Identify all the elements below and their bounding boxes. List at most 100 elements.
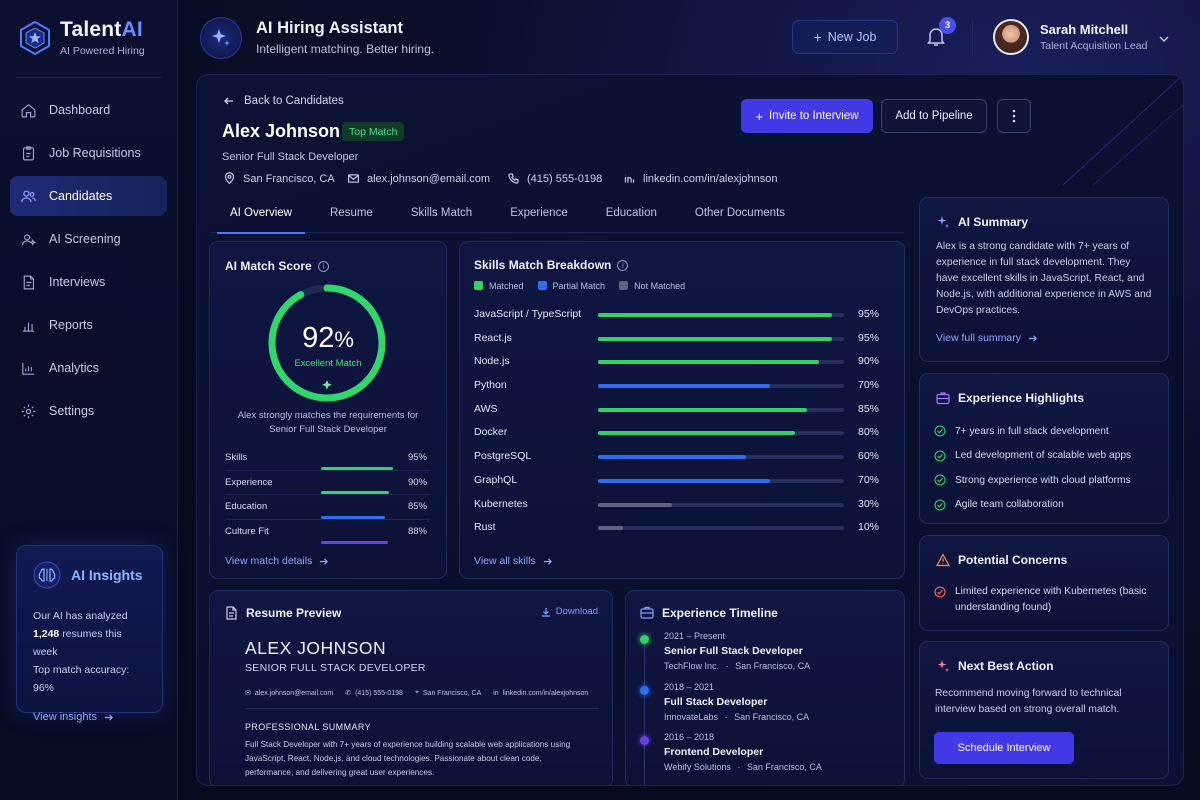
sidebar-item-candidates[interactable]: Candidates: [10, 176, 167, 216]
row-value: 85%: [407, 501, 427, 513]
sidebar-item-interviews[interactable]: Interviews: [10, 262, 167, 302]
card-title: AI Match Score i: [225, 259, 329, 273]
ai-summary-card: AI Summary Alex is a strong candidate wi…: [919, 197, 1169, 362]
arrow-right-icon: [320, 557, 329, 565]
skill-row: GraphQL 70%: [474, 470, 886, 494]
sidebar-item-job-requisitions[interactable]: Job Requisitions: [10, 133, 167, 173]
warning-circle-icon: [934, 586, 946, 598]
add-to-pipeline-button[interactable]: Add to Pipeline: [881, 99, 987, 133]
skill-bar: [598, 407, 808, 412]
arrow-right-icon: [543, 557, 552, 565]
resume-preview-card: Resume Preview Download ALEX JOHNSON SEN…: [209, 590, 613, 785]
linkedin-icon: in: [493, 689, 499, 697]
timeline-company: Webify Solutions · San Francisco, CA: [664, 762, 822, 772]
resume-linkedin: in linkedin.com/in/alexjohnson: [493, 689, 589, 697]
list-item: Limited experience with Kubernetes (basi…: [934, 584, 1159, 616]
match-row-experience: Experience 90%: [225, 471, 431, 495]
skill-value: 90%: [858, 355, 880, 368]
back-to-candidates-link[interactable]: Back to Candidates: [223, 95, 344, 107]
tab-skills-match[interactable]: Skills Match: [410, 206, 473, 219]
skill-bar: [598, 526, 623, 531]
sidebar-item-dashboard[interactable]: Dashboard: [10, 90, 167, 130]
info-icon[interactable]: i: [617, 260, 629, 271]
ai-summary-text: Alex is a strong candidate with 7+ years…: [936, 241, 1152, 316]
check-circle-icon: [934, 450, 946, 462]
match-row-education: Education 85%: [225, 495, 431, 520]
view-full-summary-link[interactable]: View full summary: [936, 332, 1038, 344]
tab-other-documents[interactable]: Other Documents: [694, 206, 786, 219]
sparkle-icon: [937, 216, 949, 228]
tab-ai-overview[interactable]: AI Overview: [211, 193, 311, 234]
insights-line-resumes: 1,248 resumes this week: [33, 628, 122, 658]
phone-link[interactable]: (415) 555-0198: [507, 172, 623, 185]
skill-track: [598, 360, 844, 365]
avatar[interactable]: [993, 19, 1029, 55]
skill-bar: [598, 360, 820, 365]
sidebar-item-label: Dashboard: [49, 103, 111, 117]
chevron-down-icon[interactable]: [1158, 33, 1170, 45]
location-pin-icon: ⌖: [414, 689, 419, 696]
match-bar: [321, 491, 390, 494]
linkedin-link[interactable]: linkedin.com/in/alexjohnson: [623, 172, 778, 185]
arrow-right-icon: [1028, 334, 1038, 342]
page-subtitle: Intelligent matching. Better hiring.: [256, 42, 435, 56]
skill-row: React.js 95%: [474, 328, 886, 352]
schedule-interview-button[interactable]: Schedule Interview: [934, 732, 1074, 764]
decorative-lines: [1062, 75, 1183, 186]
email-link[interactable]: alex.johnson@email.com: [347, 172, 507, 185]
document-icon: [226, 606, 237, 620]
next-best-action-card: Next Best Action Recommend moving forwar…: [919, 641, 1169, 779]
clipboard-icon: [22, 145, 35, 160]
check-circle-icon: [934, 425, 946, 437]
location-pin-icon: [224, 172, 235, 185]
highlights-list: 7+ years in full stack development Led d…: [934, 419, 1164, 517]
row-value: 90%: [407, 476, 427, 488]
ai-insights-card: AI Insights Our AI has analyzed 1,248 re…: [16, 545, 163, 723]
tab-education[interactable]: Education: [605, 206, 657, 219]
timeline-item: 2018 – 2021 Full Stack Developer Innovat…: [640, 682, 890, 733]
sparkle-icon: [937, 660, 949, 672]
bell-icon[interactable]: [924, 24, 948, 48]
tab-experience[interactable]: Experience: [510, 206, 568, 219]
timeline-role: Full Stack Developer: [664, 695, 768, 708]
status-badge: Top Match: [342, 122, 405, 141]
more-options-button[interactable]: [997, 99, 1031, 133]
resume-name: ALEX JOHNSON: [245, 638, 387, 658]
skill-label: AWS: [474, 402, 498, 415]
skill-row: Rust 10%: [474, 517, 886, 541]
sidebar-item-reports[interactable]: Reports: [10, 305, 167, 345]
timeline-date: 2018 – 2021: [664, 681, 715, 692]
skill-value: 70%: [858, 379, 880, 392]
divider: [972, 20, 973, 56]
sidebar-item-ai-screening[interactable]: AI Screening: [10, 219, 167, 259]
view-match-details-link[interactable]: View match details: [225, 555, 329, 567]
view-insights-link[interactable]: View insights: [33, 711, 146, 723]
download-icon: [541, 607, 550, 617]
candidate-panel: Back to Candidates Alex Johnson Top Matc…: [196, 74, 1184, 786]
sidebar-item-settings[interactable]: Settings: [10, 391, 167, 431]
legend-partial: Partial Match: [537, 281, 605, 291]
download-button[interactable]: Download: [541, 606, 598, 617]
row-label: Experience: [225, 476, 273, 488]
skill-value: 85%: [858, 402, 880, 415]
skill-track: [598, 407, 844, 412]
skill-track: [598, 431, 844, 436]
invite-to-interview-button[interactable]: + Invite to Interview: [741, 99, 873, 133]
info-icon[interactable]: i: [317, 261, 329, 272]
timeline-dot: [640, 635, 649, 644]
legend-matched: Matched: [474, 281, 524, 291]
timeline-company: InnovateLabs · San Francisco, CA: [664, 711, 810, 722]
sidebar-item-analytics[interactable]: Analytics: [10, 348, 167, 388]
new-job-button[interactable]: + New Job: [792, 20, 898, 54]
analytics-icon: [22, 362, 35, 375]
view-all-skills-link[interactable]: View all skills: [474, 555, 553, 567]
brand[interactable]: TalentAI AI Powered Hiring: [20, 18, 145, 57]
skill-row: PostgreSQL 60%: [474, 446, 886, 470]
skill-label: Python: [474, 379, 507, 392]
brain-icon: [33, 561, 61, 589]
tab-resume[interactable]: Resume: [330, 206, 373, 219]
sidebar-item-label: Interviews: [49, 275, 106, 289]
match-score-ring: [268, 284, 386, 402]
skill-value: 60%: [858, 450, 880, 463]
ai-insights-title: AI Insights: [71, 567, 143, 583]
